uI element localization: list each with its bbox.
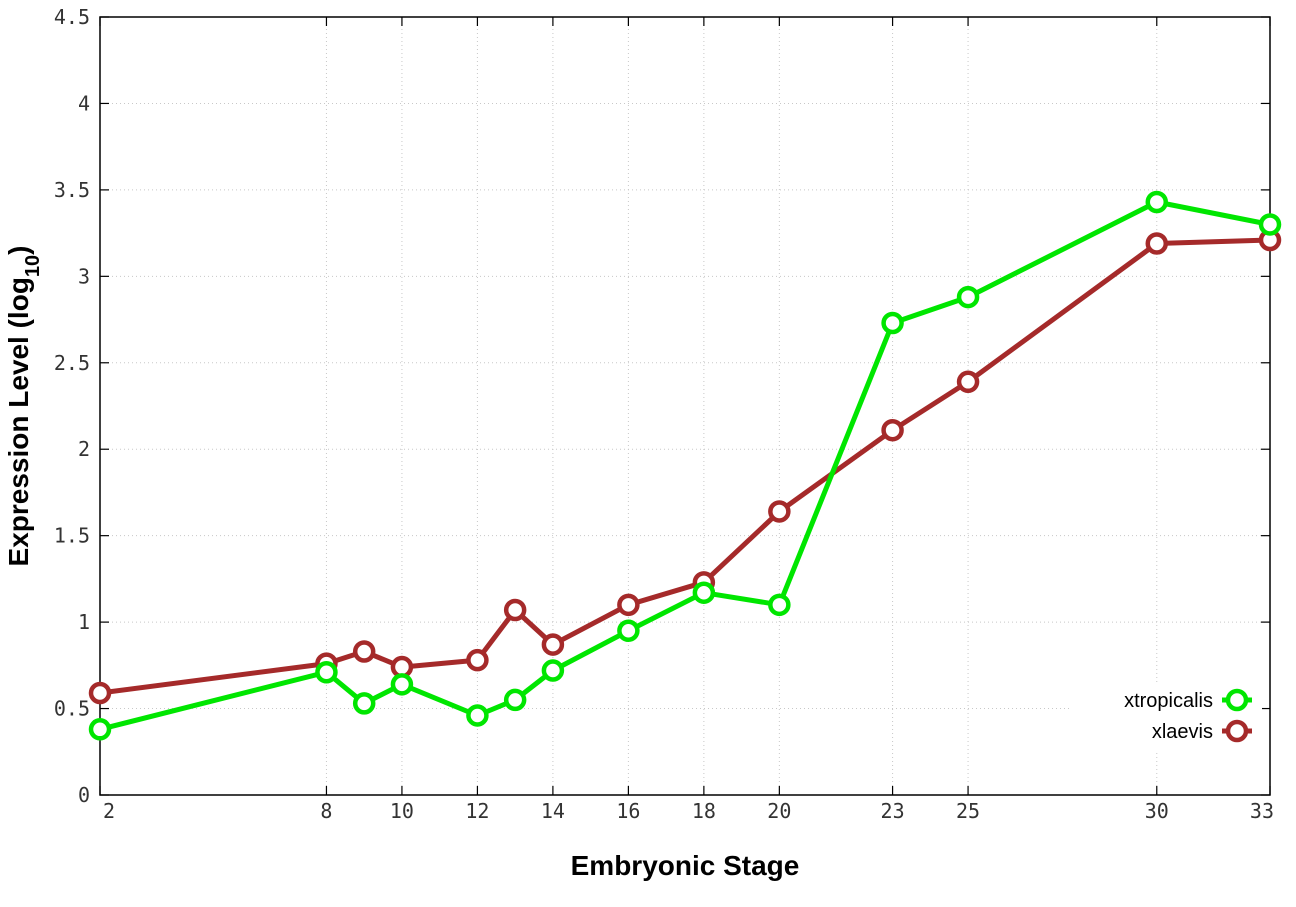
data-point-xlaevis <box>503 598 527 622</box>
y-tick-label: 1.5 <box>54 524 90 548</box>
data-point-xlaevis <box>768 500 791 523</box>
x-tick-label: 20 <box>767 799 791 823</box>
y-tick-label: 1 <box>78 610 90 634</box>
data-point-xlaevis <box>881 418 904 442</box>
x-tick-label: 2 <box>103 799 115 823</box>
series-line-xtropicalis <box>99 199 1271 732</box>
data-point-xlaevis <box>617 593 640 617</box>
data-point-xtropicalis <box>617 619 640 643</box>
y-axis-title-main: Expression Level (log <box>3 277 34 566</box>
data-point-xtropicalis <box>503 688 527 712</box>
grid <box>100 17 1270 795</box>
series-lines <box>88 190 1282 741</box>
y-tick-label: 4.5 <box>54 5 90 29</box>
x-tick-label: 23 <box>881 799 905 823</box>
data-point-xtropicalis <box>352 692 376 715</box>
data-point-xtropicalis <box>1145 190 1169 214</box>
y-tick-label: 0 <box>78 783 90 807</box>
y-axis-title-close: ) <box>3 246 34 255</box>
x-tick-label: 10 <box>390 799 414 823</box>
plot-frame <box>99 16 1271 796</box>
data-point-xlaevis <box>88 681 112 705</box>
x-tick-label: 25 <box>956 799 980 823</box>
data-point-xlaevis <box>956 370 980 394</box>
y-axis-title: Expression Level (log10) <box>3 246 44 567</box>
x-tick-label: 8 <box>320 799 332 823</box>
data-point-xtropicalis <box>390 673 414 696</box>
data-point-xtropicalis <box>881 311 904 335</box>
data-point-xtropicalis <box>692 581 716 604</box>
series-xtropicalis <box>88 190 1282 741</box>
x-tick-label: 18 <box>692 799 716 823</box>
y-tick-label: 3.5 <box>54 178 90 202</box>
data-point-xtropicalis <box>541 659 565 682</box>
series-line-xlaevis <box>99 237 1271 696</box>
data-point-xtropicalis <box>1258 213 1282 236</box>
legend-label: xlaevis <box>1152 721 1213 743</box>
data-point-xlaevis <box>352 640 376 663</box>
data-point-xlaevis <box>1145 232 1169 255</box>
y-tick-label: 3 <box>78 264 90 288</box>
data-point-xtropicalis <box>956 285 980 309</box>
data-point-xlaevis <box>541 633 565 656</box>
y-tick-label: 4 <box>78 91 90 115</box>
legend-marker-swatch <box>1225 688 1249 712</box>
x-tick-label: 33 <box>1250 799 1274 823</box>
legend-label: xtropicalis <box>1124 690 1213 712</box>
data-point-xtropicalis <box>88 718 112 741</box>
data-point-xlaevis <box>466 648 489 672</box>
legend-marker-swatch <box>1225 719 1249 743</box>
x-tick-label: 30 <box>1145 799 1169 823</box>
y-tick-label: 0.5 <box>54 697 90 721</box>
y-tick-label: 2.5 <box>54 351 90 375</box>
x-tick-label: 12 <box>465 799 489 823</box>
x-tick-label: 14 <box>541 799 565 823</box>
series-xlaevis <box>88 228 1282 705</box>
axis-ticks: 0 0.5 1 1.5 2 2.5 3 3.5 4 4.5 2 8 10 12 14 16 18 20 23 25 30… <box>54 5 1274 823</box>
data-point-xtropicalis <box>768 593 791 617</box>
legend: xtropicalis xlaevis <box>1072 682 1262 752</box>
data-point-xtropicalis <box>466 704 489 727</box>
x-axis-title: Embryonic Stage <box>571 850 800 881</box>
y-axis-title-subscript: 10 <box>22 255 44 277</box>
x-tick-label: 16 <box>616 799 640 823</box>
y-tick-label: 2 <box>78 437 90 461</box>
data-point-xtropicalis <box>315 660 338 684</box>
